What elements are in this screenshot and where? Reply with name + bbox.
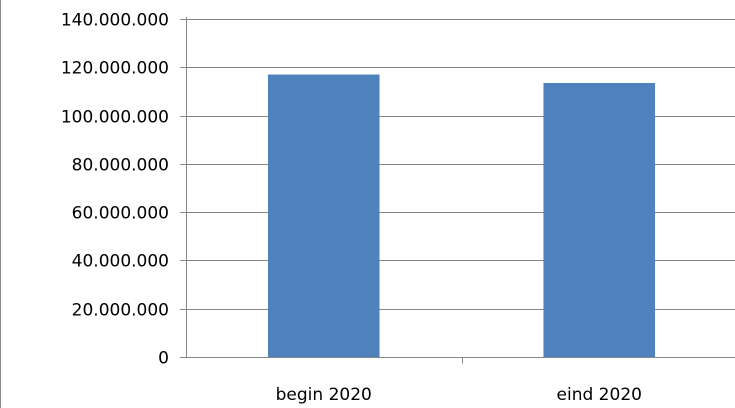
y-tick-label: 20.000.000	[72, 301, 169, 321]
x-tick-label: begin 2020	[276, 385, 372, 405]
y-tick-label: 140.000.000	[61, 11, 169, 31]
y-tick-label: 40.000.000	[72, 252, 169, 272]
bar-eind-2020	[543, 82, 656, 357]
x-axis-ticks: begin 2020 eind 2020	[276, 385, 642, 405]
y-tick-label: 120.000.000	[61, 59, 169, 79]
y-tick-label: 60.000.000	[72, 204, 169, 224]
y-tick-label: 100.000.000	[61, 108, 169, 128]
y-tick-label: 0	[158, 349, 169, 369]
y-tick-label: 80.000.000	[72, 156, 169, 176]
x-tick-label: eind 2020	[557, 385, 642, 405]
y-axis-ticks: 0 20.000.000 40.000.000 60.000.000 80.000.00…	[61, 11, 186, 369]
axes	[186, 17, 735, 364]
bar-begin-2020	[267, 74, 380, 358]
bars	[267, 74, 656, 358]
